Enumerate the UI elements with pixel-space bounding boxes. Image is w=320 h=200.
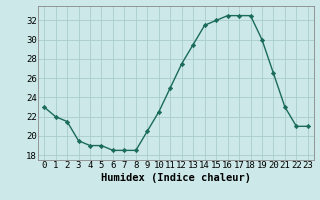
X-axis label: Humidex (Indice chaleur): Humidex (Indice chaleur) [101, 173, 251, 183]
